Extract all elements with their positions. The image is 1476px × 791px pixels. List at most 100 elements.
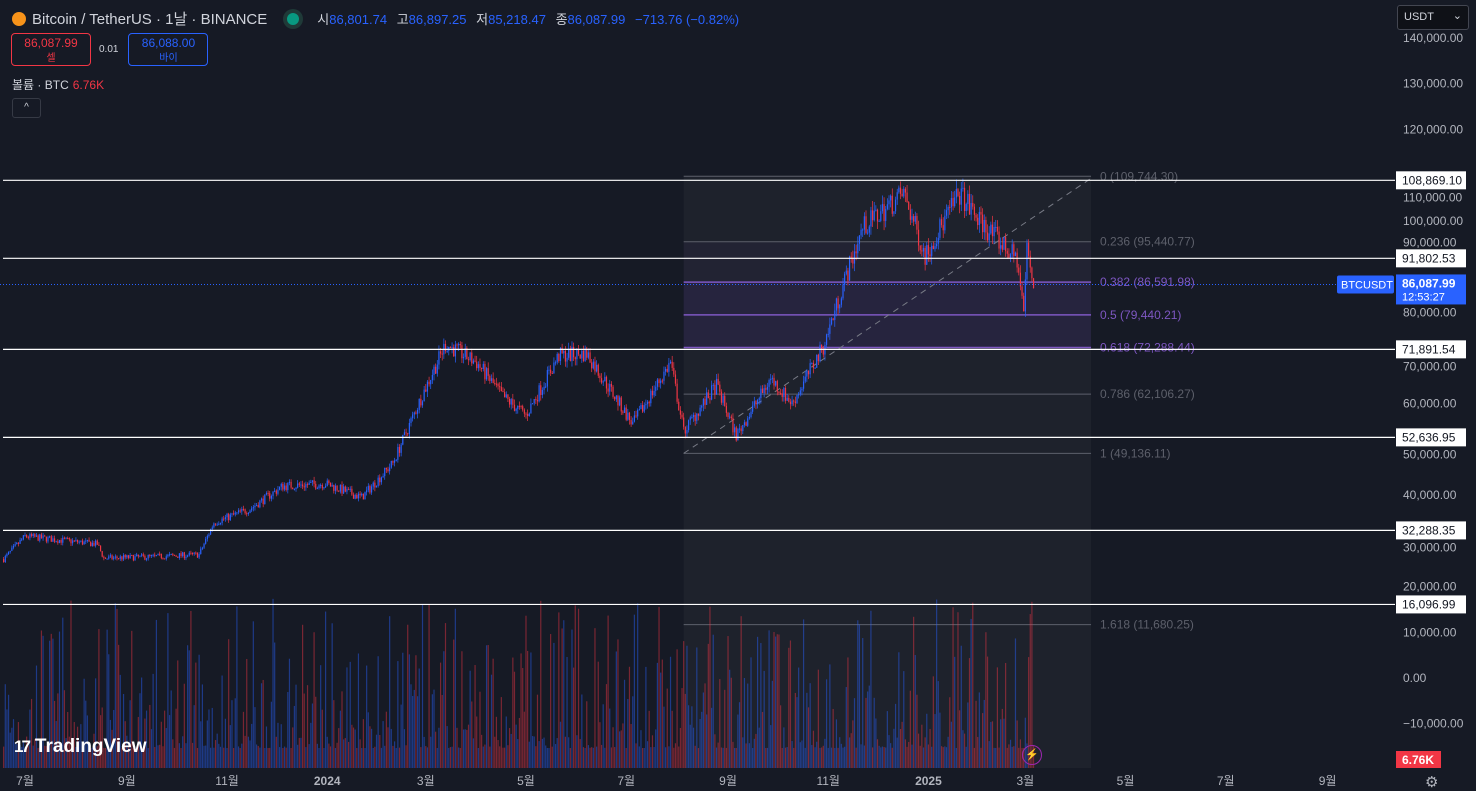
candle-body (324, 485, 327, 488)
volume-bar (730, 677, 732, 768)
volume-bar (99, 715, 102, 768)
volume-bar (377, 656, 379, 768)
volume-bar (333, 700, 335, 768)
candle-body (308, 482, 310, 485)
volume-bar (35, 665, 38, 768)
volume-bar (623, 679, 626, 768)
candle-body (157, 553, 159, 556)
volume-bar (24, 747, 26, 768)
volume-bar (960, 645, 962, 768)
candle-body (1009, 254, 1012, 259)
volume-bar (870, 610, 872, 768)
line-price-label: 16,096.99 (1402, 597, 1456, 611)
volume-bar (336, 742, 338, 768)
candle-body (244, 509, 246, 514)
candle-body (398, 446, 401, 453)
volume-bar (282, 747, 284, 768)
volume-bar (789, 640, 792, 768)
candle-body (717, 378, 719, 385)
candle-body (612, 386, 614, 397)
candle-body (952, 198, 954, 207)
candle-body (464, 348, 466, 357)
x-tick-label: 9월 (1319, 774, 1337, 788)
lightning-icon[interactable]: ⚡ (1022, 745, 1042, 765)
candle-body (149, 555, 151, 557)
candle-body (310, 481, 312, 483)
volume-bar (267, 747, 269, 768)
candle-body (743, 422, 746, 426)
sell-button[interactable]: 86,087.99 셀 (11, 33, 91, 66)
volume-bar (1005, 662, 1007, 768)
volume-bar (366, 665, 368, 768)
candle-body (730, 416, 732, 419)
volume-bar (21, 746, 23, 768)
time-axis[interactable] (0, 768, 1395, 790)
volume-bar (898, 652, 900, 768)
y-tick-label: 130,000.00 (1403, 77, 1463, 91)
candle-body (178, 553, 181, 558)
volume-bar (627, 699, 629, 768)
y-tick-label: −10,000.00 (1403, 717, 1464, 731)
volume-bar (530, 652, 532, 768)
candle-body (775, 381, 777, 386)
candle-body (623, 407, 626, 413)
volume-bar (648, 710, 650, 768)
volume-bar (490, 674, 493, 768)
volume-bar (679, 727, 681, 768)
volume-bar (149, 704, 151, 768)
volume-bar (288, 658, 291, 768)
price-axis[interactable] (1395, 0, 1476, 790)
candle-body (461, 345, 463, 359)
x-tick-label: 7월 (617, 774, 635, 788)
candle-body (776, 381, 778, 392)
symbol-title[interactable]: Bitcoin / TetherUS · 1날 · BINANCE (32, 11, 268, 28)
candle-body (638, 409, 640, 411)
candle-body (870, 210, 872, 227)
volume-bar (908, 741, 910, 768)
candle-body (571, 346, 573, 361)
candle-body (566, 357, 568, 362)
volume-bar (65, 738, 67, 768)
candle-body (669, 361, 672, 364)
volume-bar (766, 747, 769, 768)
volume-bar (397, 661, 399, 768)
volume-bar (111, 729, 113, 768)
volume-bar (206, 720, 208, 768)
candle-body (709, 398, 711, 400)
volume-bar (533, 736, 535, 768)
candle-body (270, 495, 272, 499)
candle-body (692, 414, 695, 418)
currency-select[interactable]: USDT ⌄ (1397, 5, 1469, 30)
candle-body (201, 547, 203, 549)
x-tick-label: 2025 (915, 774, 942, 788)
candle-body (338, 490, 340, 492)
candle-body (610, 383, 612, 387)
candle-body (113, 557, 115, 559)
volume-bar (673, 747, 675, 768)
candle-body (326, 480, 328, 486)
candle-body (712, 384, 714, 386)
line-price-tag (1396, 340, 1466, 359)
volume-bar (985, 632, 987, 768)
buy-button[interactable]: 86,088.00 바이 (128, 33, 209, 66)
candle-body (320, 484, 322, 486)
fib-trend-line (683, 177, 1092, 454)
candle-body (845, 270, 847, 274)
volume-bar (339, 710, 341, 768)
candle-body (545, 386, 547, 388)
candle-body (233, 513, 235, 515)
settings-icon[interactable]: ⚙ (1425, 774, 1439, 791)
candle-body (458, 343, 460, 346)
candle-body (63, 537, 66, 539)
candle-body (950, 198, 953, 208)
volume-bar (421, 604, 424, 768)
candle-body (4, 556, 6, 563)
candle-body (827, 333, 829, 335)
candle-body (229, 514, 231, 521)
collapse-legend-button[interactable]: ^ (12, 98, 41, 118)
volume-bar (476, 716, 478, 768)
volume-bar (727, 636, 729, 768)
volume-bar (234, 698, 236, 768)
volume-bar (899, 728, 902, 768)
